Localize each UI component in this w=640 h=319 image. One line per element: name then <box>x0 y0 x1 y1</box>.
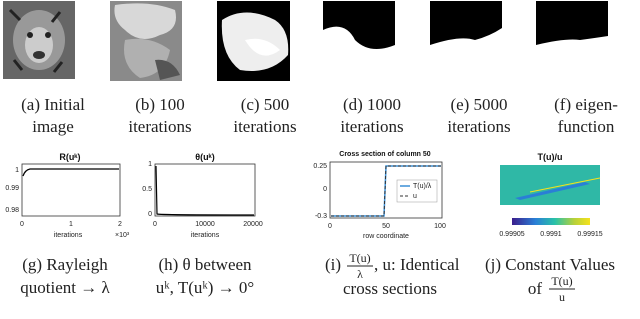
caption: image <box>32 117 74 136</box>
caption: (b) 100 <box>135 95 185 114</box>
y-tick-label: 0 <box>148 211 152 218</box>
y-tick-label: 0 <box>323 186 327 193</box>
image-a <box>3 1 75 79</box>
axes <box>329 161 443 219</box>
y-tick-label: 0.5 <box>142 186 152 193</box>
plot-title: Cross section of column 50 <box>339 151 431 158</box>
plot-h: θ(uᵏ) 1 0.5 0 0 10000 20000 iterations <box>142 152 263 239</box>
x-tick-label: 0 <box>20 221 24 228</box>
y-tick-label: 1 <box>148 161 152 168</box>
curve <box>22 168 119 177</box>
plot-title: T(u)/u <box>538 152 563 162</box>
caption: uᵏ, T(uᵏ) → 0° <box>156 278 254 297</box>
y-tick-label: -0.3 <box>315 213 327 220</box>
x-tick-label: 10000 <box>195 221 215 228</box>
caption-fraction: T(u) <box>349 251 370 265</box>
image-detail <box>515 182 590 200</box>
colorbar <box>512 218 590 225</box>
x-tick-label: 2 <box>118 221 122 228</box>
x-tick-label: 20000 <box>243 221 263 228</box>
plot-g: R(uᵏ) 1 0.99 0.98 0 1 2 iterations ×10³ <box>5 152 129 239</box>
curve <box>155 165 255 216</box>
caption: (f) eigen- <box>554 95 618 114</box>
image-e <box>430 1 502 79</box>
x-label: iterations <box>191 232 220 239</box>
image-d <box>323 1 395 80</box>
caption: of <box>528 279 543 298</box>
caption: (h) θ between <box>158 255 252 274</box>
x-label: row coordinate <box>363 233 409 240</box>
image-f <box>536 1 608 79</box>
x-tick-label: 0 <box>328 223 332 230</box>
x-scale: ×10³ <box>115 232 130 239</box>
colorbar-label: 0.99915 <box>577 231 602 238</box>
plot-j: T(u)/u 0.99905 0.9991 0.99915 <box>499 152 602 238</box>
caption: (c) 500 <box>241 95 290 114</box>
x-tick-label: 1 <box>69 221 73 228</box>
image-b <box>110 1 182 81</box>
legend-label: T(u)/λ <box>413 183 432 190</box>
x-label: iterations <box>54 232 83 239</box>
x-tick-label: 0 <box>153 221 157 228</box>
caption: iterations <box>128 117 191 136</box>
image-c <box>217 1 290 81</box>
caption: (d) 1000 <box>343 95 401 114</box>
caption: (a) Initial <box>21 95 85 114</box>
x-tick-label: 100 <box>434 223 446 230</box>
caption-fraction: λ <box>357 267 363 281</box>
image-detail <box>529 177 601 193</box>
caption: (g) Rayleigh <box>22 255 108 274</box>
colorbar-label: 0.9991 <box>540 231 562 238</box>
caption-fraction: u <box>559 290 565 304</box>
y-tick-label: 0.25 <box>313 163 327 170</box>
caption: function <box>558 117 615 136</box>
caption: , u: Identical <box>374 255 460 274</box>
caption: (i) <box>325 255 341 274</box>
plot-title: R(uᵏ) <box>59 152 80 162</box>
caption-fraction: T(u) <box>551 274 572 288</box>
y-tick-label: 0.98 <box>5 207 19 214</box>
caption: cross sections <box>343 279 437 298</box>
caption: iterations <box>233 117 296 136</box>
caption: iterations <box>340 117 403 136</box>
y-tick-label: 0.99 <box>5 185 19 192</box>
caption: iterations <box>447 117 510 136</box>
plot-i: Cross section of column 50 T(u)/λ u 0.25… <box>313 151 446 240</box>
caption: (e) 5000 <box>450 95 507 114</box>
legend-label: u <box>413 193 417 200</box>
curve <box>331 165 441 217</box>
axes <box>21 163 121 217</box>
axes <box>154 163 256 217</box>
caption: quotient → λ <box>20 278 110 297</box>
x-tick-label: 50 <box>382 223 390 230</box>
plot-title: θ(uᵏ) <box>195 152 215 162</box>
caption: (j) Constant Values <box>485 255 615 274</box>
y-tick-label: 1 <box>15 167 19 174</box>
colorbar-label: 0.99905 <box>499 231 524 238</box>
